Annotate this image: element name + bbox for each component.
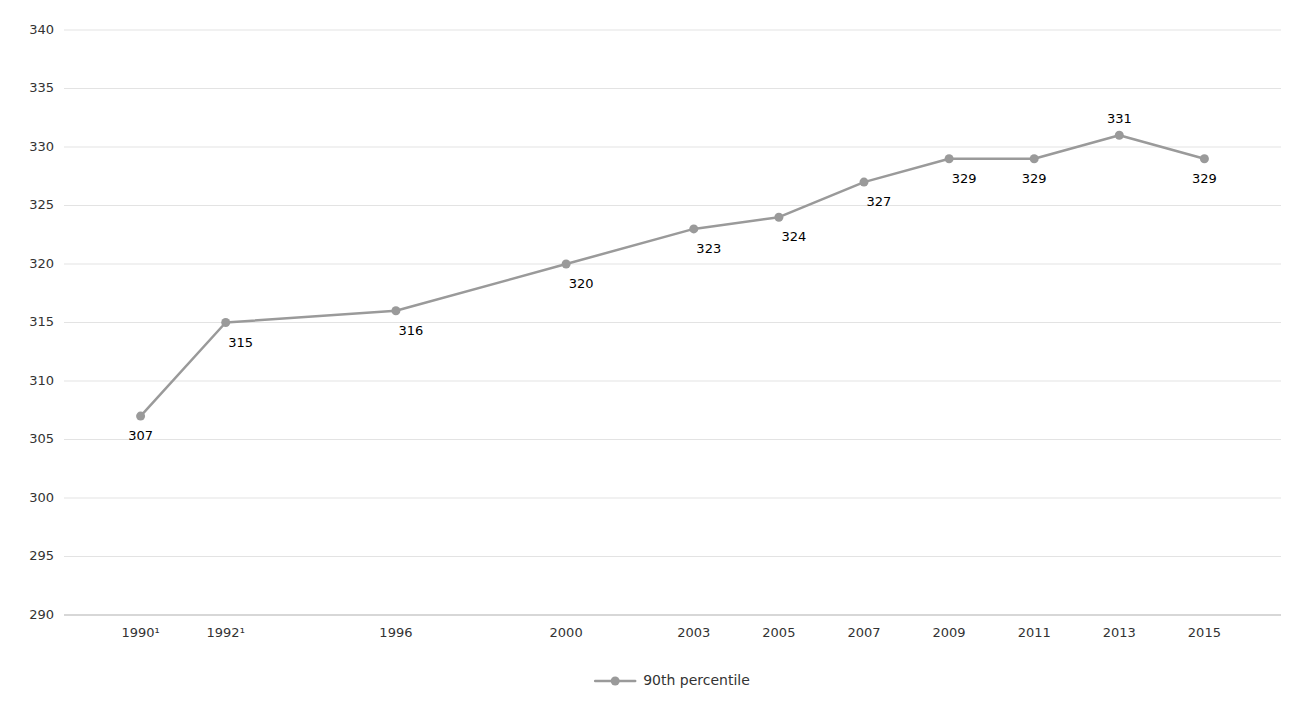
legend-label: 90th percentile [643, 672, 750, 688]
data-label: 320 [569, 276, 594, 291]
plot-area [136, 131, 1209, 421]
data-label: 307 [128, 428, 153, 443]
x-tick-label: 2015 [1188, 625, 1221, 640]
x-tick-label: 2009 [933, 625, 966, 640]
data-label: 329 [952, 171, 977, 186]
y-tick-label: 310 [29, 373, 54, 388]
y-tick-label: 315 [29, 314, 54, 329]
data-labels: 307 315 316 320 323 324 327 329 329 331 329 [128, 111, 1217, 443]
data-point [1030, 154, 1039, 163]
x-tick-label: 2005 [762, 625, 795, 640]
chart-container: 2902953003053103153203253303353401990¹19… [0, 0, 1315, 711]
series-line [141, 135, 1205, 416]
data-point [1115, 131, 1124, 140]
grid-line [64, 556, 1281, 557]
x-tick-label: 2013 [1103, 625, 1136, 640]
data-label: 316 [398, 323, 423, 338]
x-tick-label: 1992¹ [207, 625, 245, 640]
x-tick-label: 2007 [847, 625, 880, 640]
x-tick-label: 1990¹ [121, 625, 159, 640]
y-tick-label: 335 [29, 80, 54, 95]
data-label: 327 [867, 194, 892, 209]
data-point [689, 224, 698, 233]
x-tick-label: 2011 [1018, 625, 1051, 640]
data-point [391, 306, 400, 315]
data-label: 315 [228, 335, 253, 350]
data-point [1200, 154, 1209, 163]
grid-line [64, 30, 1281, 31]
y-tick-label: 305 [29, 431, 54, 446]
grid-line [64, 205, 1281, 206]
data-point [136, 412, 145, 421]
y-tick-label: 340 [29, 22, 54, 37]
grid-line [64, 381, 1281, 382]
y-grid [64, 30, 1281, 615]
x-tick-label: 2000 [550, 625, 583, 640]
legend-marker [611, 677, 620, 686]
data-point [774, 213, 783, 222]
grid-line [64, 147, 1281, 148]
data-label: 329 [1022, 171, 1047, 186]
data-label: 324 [781, 229, 806, 244]
x-tick-label: 1996 [379, 625, 412, 640]
data-point [945, 154, 954, 163]
y-tick-labels: 290 295 300 305 310 315 320 325 330 335 340 [29, 22, 54, 622]
x-axis-line [64, 615, 1281, 616]
data-point [221, 318, 230, 327]
grid-line [64, 439, 1281, 440]
x-tick-labels: 1990¹ 1992¹ 1996 2000 2003 2005 2007 2009 2011 20… [121, 625, 1221, 640]
grid-line [64, 88, 1281, 89]
data-label: 329 [1192, 171, 1217, 186]
data-label: 331 [1107, 111, 1132, 126]
legend: 90th percentile [595, 672, 750, 688]
y-tick-label: 300 [29, 490, 54, 505]
x-tick-label: 2003 [677, 625, 710, 640]
y-tick-label: 325 [29, 197, 54, 212]
data-label: 323 [696, 241, 721, 256]
y-tick-label: 320 [29, 256, 54, 271]
data-point [859, 178, 868, 187]
grid-line [64, 264, 1281, 265]
y-tick-label: 295 [29, 548, 54, 563]
grid-line [64, 615, 1281, 616]
grid-line [64, 498, 1281, 499]
y-tick-label: 330 [29, 139, 54, 154]
chart: 2902953003053103153203253303353401990¹19… [0, 0, 1315, 711]
y-tick-label: 290 [29, 607, 54, 622]
data-point [562, 260, 571, 269]
